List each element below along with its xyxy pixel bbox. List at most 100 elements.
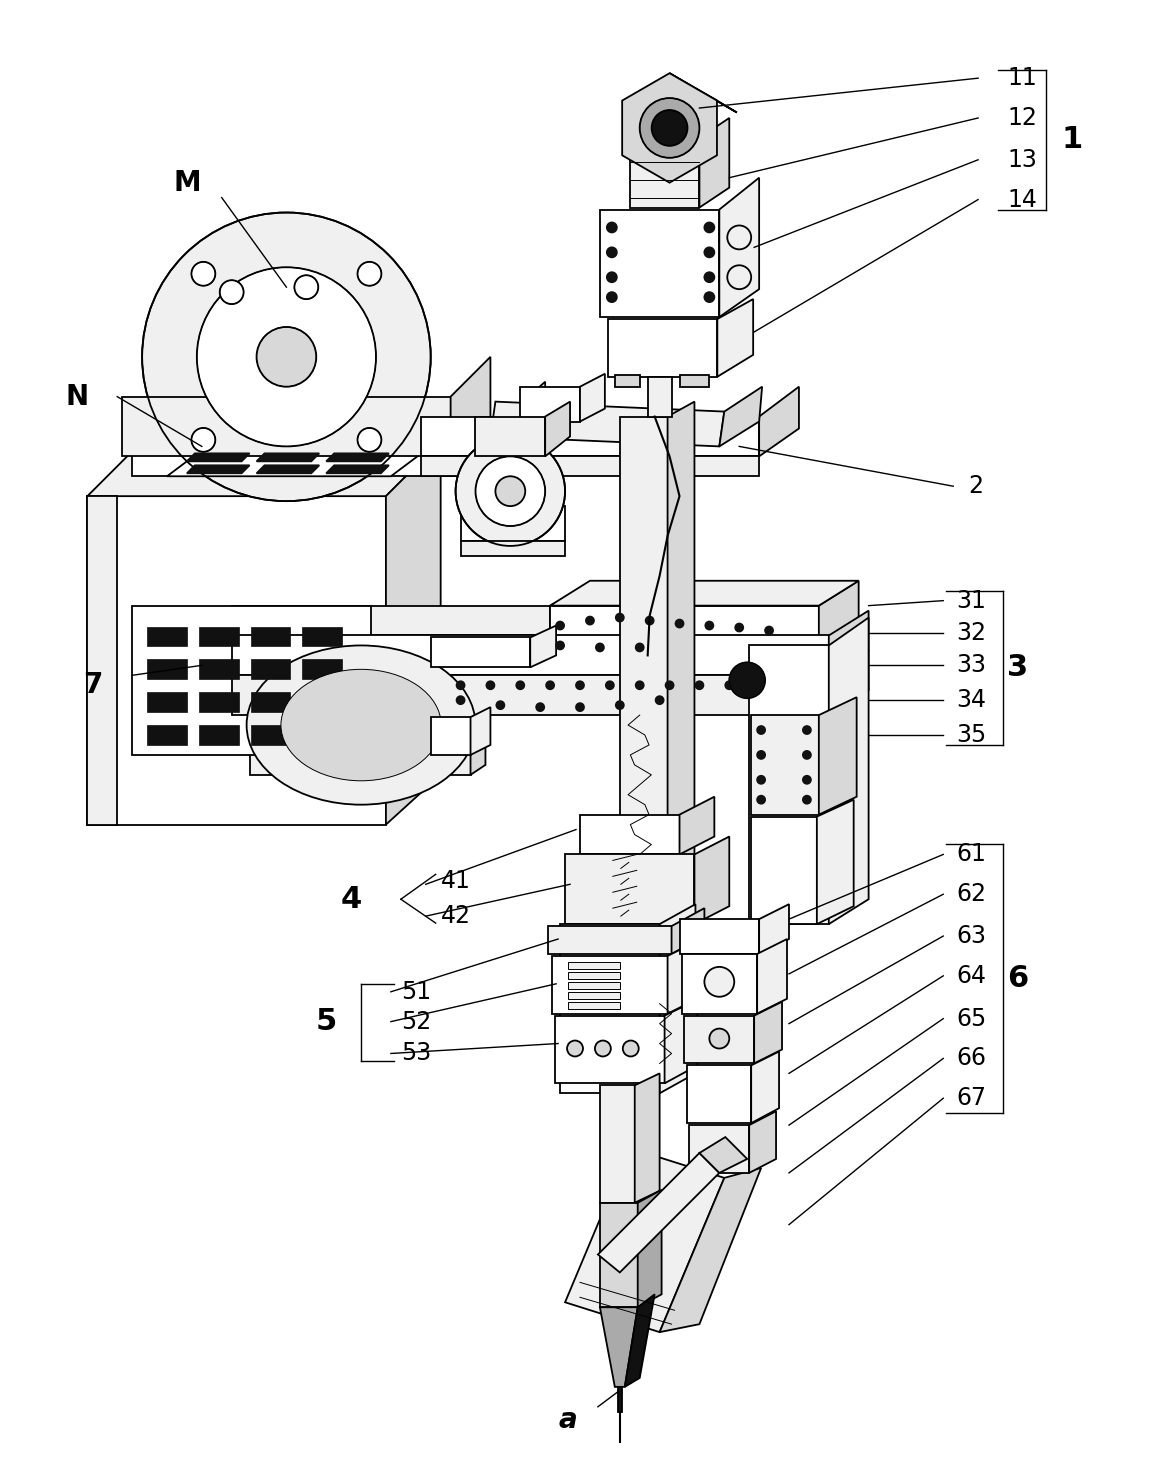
Polygon shape — [199, 659, 239, 680]
Polygon shape — [660, 904, 696, 1093]
Circle shape — [497, 701, 505, 709]
Polygon shape — [327, 453, 389, 462]
Circle shape — [556, 621, 564, 630]
Circle shape — [675, 620, 683, 627]
Polygon shape — [688, 1065, 752, 1122]
Polygon shape — [719, 177, 760, 317]
Polygon shape — [420, 416, 760, 456]
Text: 14: 14 — [1007, 187, 1038, 211]
Text: 41: 41 — [441, 869, 470, 894]
Polygon shape — [555, 1016, 665, 1083]
Circle shape — [596, 643, 603, 652]
Circle shape — [704, 968, 734, 997]
Circle shape — [727, 266, 752, 289]
Circle shape — [191, 263, 215, 286]
Polygon shape — [250, 692, 291, 712]
Text: 6: 6 — [1007, 965, 1028, 993]
Polygon shape — [615, 375, 639, 386]
Circle shape — [704, 223, 714, 233]
Polygon shape — [717, 299, 753, 376]
Circle shape — [755, 681, 763, 689]
Polygon shape — [431, 637, 530, 667]
Polygon shape — [622, 74, 717, 183]
Polygon shape — [598, 1153, 719, 1273]
Polygon shape — [752, 1052, 779, 1122]
Polygon shape — [87, 496, 117, 825]
Text: 3: 3 — [1007, 653, 1028, 681]
Circle shape — [652, 111, 688, 146]
Polygon shape — [580, 373, 604, 422]
Text: 63: 63 — [957, 923, 987, 948]
Polygon shape — [250, 627, 291, 646]
Polygon shape — [752, 715, 819, 814]
Polygon shape — [250, 726, 291, 745]
Polygon shape — [199, 627, 239, 646]
Text: 1: 1 — [1062, 125, 1083, 155]
Polygon shape — [630, 137, 699, 208]
Polygon shape — [625, 1295, 654, 1386]
Polygon shape — [420, 456, 760, 476]
Polygon shape — [600, 209, 719, 317]
Polygon shape — [752, 817, 816, 925]
Polygon shape — [147, 627, 186, 646]
Polygon shape — [250, 659, 291, 680]
Circle shape — [455, 437, 565, 546]
Polygon shape — [530, 625, 556, 667]
Text: 2: 2 — [968, 473, 983, 499]
Text: 64: 64 — [957, 963, 987, 988]
Polygon shape — [682, 954, 757, 1013]
Polygon shape — [199, 726, 239, 745]
Circle shape — [358, 263, 381, 286]
Text: a: a — [558, 1406, 578, 1434]
Circle shape — [607, 292, 617, 302]
Polygon shape — [199, 692, 239, 712]
Polygon shape — [638, 1190, 661, 1307]
Circle shape — [802, 726, 811, 735]
Circle shape — [456, 681, 464, 689]
Text: 12: 12 — [1007, 106, 1038, 130]
Polygon shape — [689, 1125, 749, 1173]
Text: 61: 61 — [957, 842, 987, 866]
Circle shape — [358, 428, 381, 451]
Text: M: M — [173, 168, 200, 196]
Polygon shape — [749, 1111, 776, 1173]
Polygon shape — [302, 692, 342, 712]
Ellipse shape — [281, 670, 441, 780]
Polygon shape — [550, 590, 580, 636]
Polygon shape — [660, 1168, 761, 1332]
Polygon shape — [552, 956, 667, 1013]
Text: 33: 33 — [957, 653, 987, 677]
Polygon shape — [257, 453, 320, 462]
Polygon shape — [569, 962, 620, 969]
Circle shape — [757, 776, 765, 783]
Text: 53: 53 — [401, 1041, 431, 1065]
Text: 13: 13 — [1007, 148, 1038, 171]
Polygon shape — [500, 382, 545, 476]
Circle shape — [639, 97, 699, 158]
Text: 67: 67 — [957, 1086, 987, 1111]
Polygon shape — [672, 909, 704, 954]
Circle shape — [705, 621, 713, 630]
Polygon shape — [167, 447, 431, 476]
Polygon shape — [680, 919, 760, 954]
Polygon shape — [569, 1002, 620, 1009]
Polygon shape — [600, 1202, 638, 1307]
Ellipse shape — [247, 646, 476, 805]
Circle shape — [666, 681, 674, 689]
Circle shape — [191, 428, 215, 451]
Circle shape — [476, 456, 545, 527]
Polygon shape — [618, 1386, 622, 1412]
Circle shape — [576, 704, 584, 711]
Polygon shape — [565, 854, 695, 925]
Circle shape — [496, 476, 526, 506]
Polygon shape — [749, 646, 829, 925]
Circle shape — [486, 681, 494, 689]
Text: 11: 11 — [1007, 66, 1038, 90]
Text: 52: 52 — [401, 1009, 431, 1034]
Circle shape — [655, 696, 664, 704]
Circle shape — [757, 751, 765, 760]
Circle shape — [606, 681, 614, 689]
Polygon shape — [719, 386, 762, 447]
Text: 35: 35 — [957, 723, 987, 746]
Polygon shape — [620, 416, 667, 925]
